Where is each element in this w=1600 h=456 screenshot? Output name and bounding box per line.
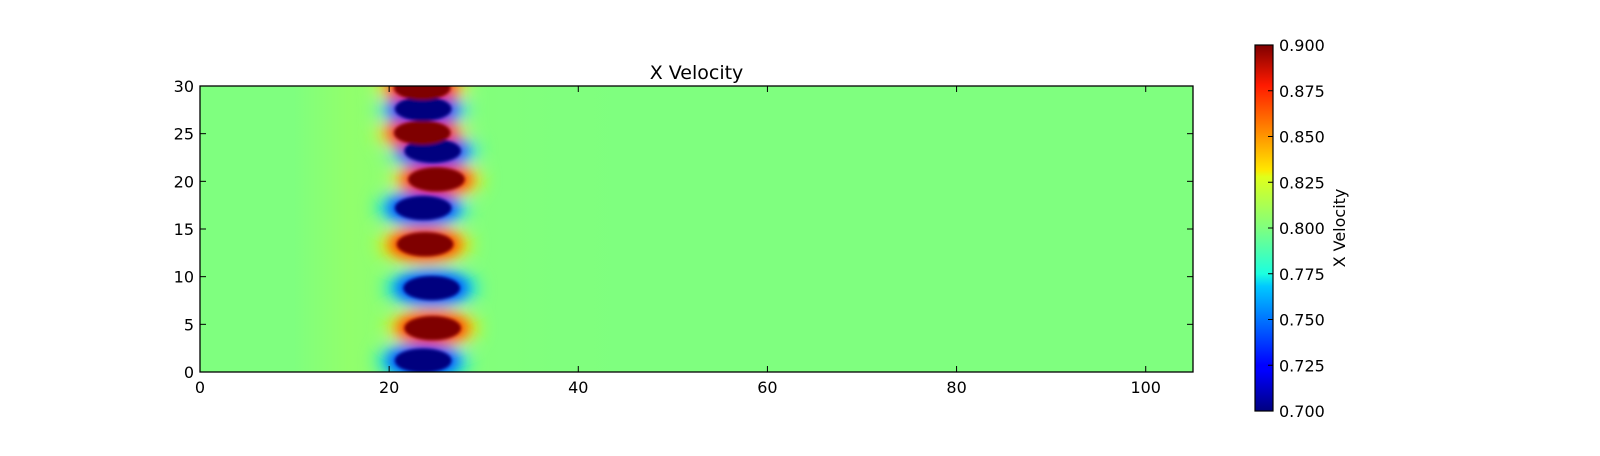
heatmap-feature-8 bbox=[393, 120, 451, 145]
heatmap-feature-9 bbox=[394, 96, 452, 121]
x-tick-label: 40 bbox=[568, 378, 588, 397]
colorbar-tick-label: 0.775 bbox=[1279, 265, 1325, 284]
x-tick-label: 0 bbox=[195, 378, 205, 397]
y-tick-label: 0 bbox=[184, 363, 194, 382]
heatmap-feature-7 bbox=[404, 138, 461, 163]
y-tick-label: 30 bbox=[174, 77, 194, 96]
heatmap-feature-5 bbox=[394, 195, 452, 221]
colorbar-tick-label: 0.825 bbox=[1279, 173, 1325, 192]
colorbar-ticks: 0.700 0.725 0.750 0.775 0.800 0.825 0.850 0.875… bbox=[1268, 36, 1325, 421]
heatmap-feature-4 bbox=[396, 232, 454, 257]
y-tick-label: 20 bbox=[174, 172, 194, 191]
y-tick-label: 15 bbox=[174, 220, 194, 239]
heatmap-feature-6 bbox=[408, 167, 465, 192]
heatmap-feature-10 bbox=[393, 86, 451, 101]
x-tick-label: 20 bbox=[379, 378, 399, 397]
heatmap-feature-1 bbox=[394, 348, 452, 372]
y-tick-label: 10 bbox=[174, 268, 194, 287]
colorbar-tick-label: 0.725 bbox=[1279, 356, 1325, 375]
x-tick-label: 100 bbox=[1130, 378, 1161, 397]
y-tick-label: 25 bbox=[174, 125, 194, 144]
x-axis: 0 20 40 60 80 100 bbox=[195, 86, 1161, 397]
colorbar: 0.700 0.725 0.750 0.775 0.800 0.825 0.850 0.875… bbox=[1254, 36, 1349, 421]
heatmap-feature-2 bbox=[404, 316, 461, 341]
plot-area: 0 20 40 60 80 100 0 5 10 15 20 25 30 bbox=[174, 77, 1194, 397]
x-tick-label: 60 bbox=[757, 378, 777, 397]
colorbar-tick-label: 0.750 bbox=[1279, 311, 1325, 330]
colorbar-label: X Velocity bbox=[1330, 189, 1349, 268]
x-tick-label: 80 bbox=[946, 378, 966, 397]
colorbar-tick-label: 0.900 bbox=[1279, 36, 1325, 55]
y-tick-label: 5 bbox=[184, 315, 194, 334]
colorbar-tick-label: 0.800 bbox=[1279, 219, 1325, 238]
colorbar-tick-label: 0.850 bbox=[1279, 128, 1325, 147]
colorbar-tick-label: 0.875 bbox=[1279, 82, 1325, 101]
y-axis: 0 5 10 15 20 25 30 bbox=[174, 77, 1193, 382]
chart-title: X Velocity bbox=[650, 62, 744, 84]
heatmap-feature-3 bbox=[403, 275, 460, 301]
colorbar-tick-label: 0.700 bbox=[1279, 402, 1325, 421]
